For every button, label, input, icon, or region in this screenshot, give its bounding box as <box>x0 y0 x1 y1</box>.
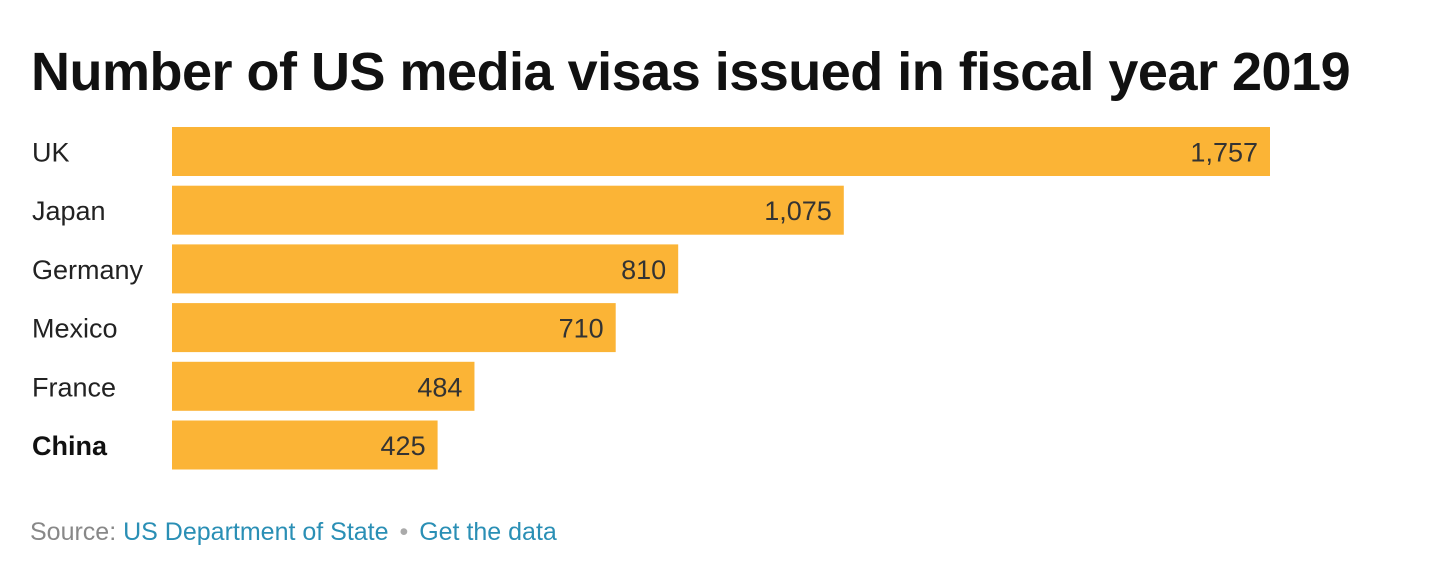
chart-title: Number of US media visas issued in fisca… <box>31 42 1351 102</box>
value-label-china: 425 <box>381 431 426 461</box>
value-label-mexico: 710 <box>559 314 604 344</box>
bar-mexico <box>172 303 616 353</box>
get-data-link[interactable]: Get the data <box>419 518 557 546</box>
category-label-china: China <box>32 431 108 461</box>
bar-japan <box>172 185 844 235</box>
source-link[interactable]: US Department of State <box>123 518 389 546</box>
value-label-france: 484 <box>417 372 462 402</box>
bar-france <box>172 361 475 411</box>
footer-separator: • <box>399 518 409 546</box>
value-label-uk: 1,757 <box>1190 138 1258 168</box>
category-label-uk: UK <box>32 138 70 168</box>
source-footer: Source: US Department of State • Get the… <box>30 518 557 547</box>
source-prefix: Source: <box>30 518 117 546</box>
bar-chart: UK 1,757 Japan 1,075 Germany 810 Mexico 710 Fran… <box>32 127 1270 470</box>
category-label-france: France <box>32 372 116 402</box>
bar-china <box>172 420 438 470</box>
bar-uk <box>172 127 1270 176</box>
value-label-germany: 810 <box>621 255 666 285</box>
category-label-japan: Japan <box>32 196 106 226</box>
category-label-mexico: Mexico <box>32 314 118 344</box>
category-label-germany: Germany <box>32 255 144 285</box>
value-label-japan: 1,075 <box>764 196 832 226</box>
bar-germany <box>172 244 679 294</box>
